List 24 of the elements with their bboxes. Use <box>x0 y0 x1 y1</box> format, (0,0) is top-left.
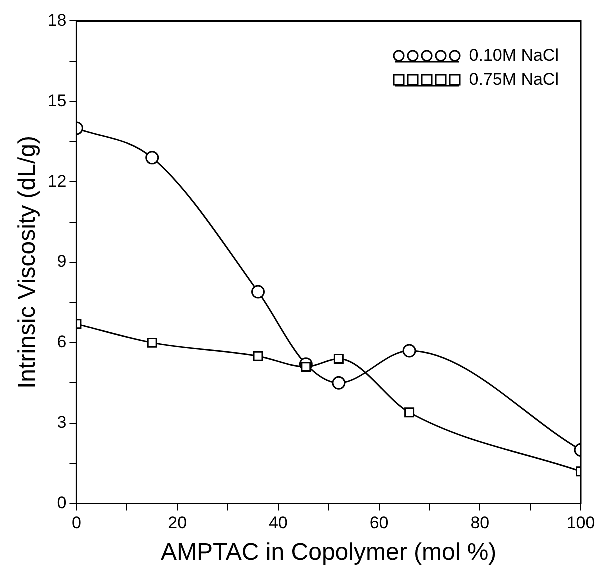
point <box>332 376 346 390</box>
x-axis-title: AMPTAC in Copolymer (mol %) <box>161 539 497 566</box>
y-tick-label: 6 <box>57 332 67 352</box>
legend-label: 0.75M NaCl <box>469 70 559 90</box>
x-tick-label: 80 <box>470 514 490 533</box>
legend-label: 0.10M NaCl <box>469 46 559 66</box>
y-tick-label: 0 <box>57 493 67 512</box>
y-tick-label: 12 <box>48 172 67 191</box>
y-tick-label: 9 <box>57 252 67 272</box>
y-axis-title: Intrinsic Viscosity (dL/g) <box>14 136 42 389</box>
point <box>334 354 344 364</box>
point <box>404 408 415 418</box>
point <box>253 351 264 362</box>
point <box>402 344 416 358</box>
y-tick-label: 15 <box>48 91 67 110</box>
x-tick-label: 100 <box>566 514 596 533</box>
y-tick-label: 18 <box>48 10 67 30</box>
x-tick-label: 60 <box>370 514 389 533</box>
y-tick-label: 3 <box>57 413 67 432</box>
x-tick-label: 20 <box>168 514 188 533</box>
x-tick-label: 0 <box>72 514 82 533</box>
x-tick-label: 40 <box>268 514 288 533</box>
point <box>146 151 160 165</box>
point <box>252 285 266 299</box>
